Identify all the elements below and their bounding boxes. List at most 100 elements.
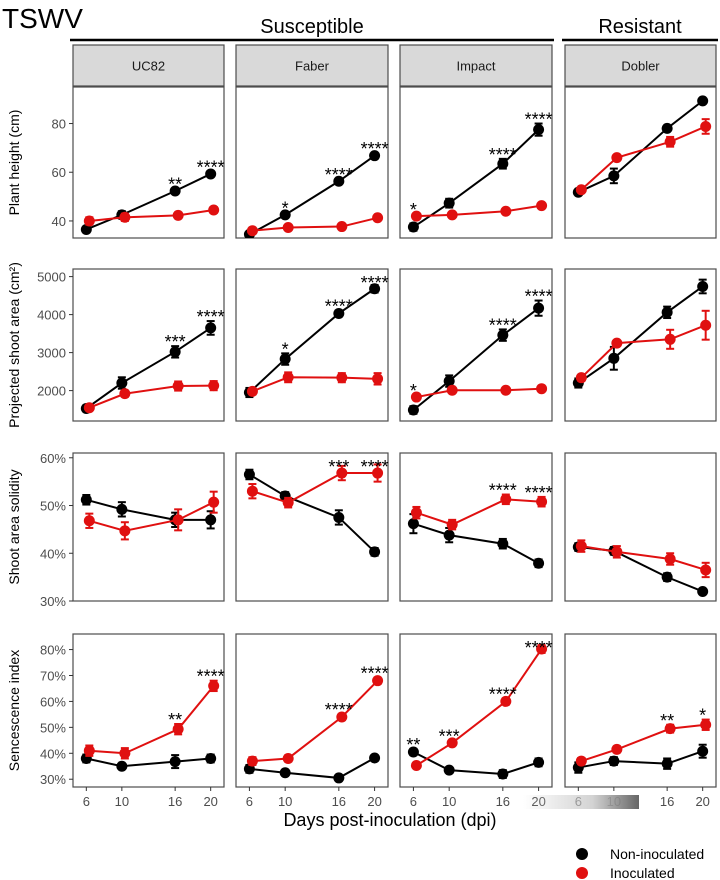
data-point bbox=[83, 402, 95, 414]
data-point bbox=[80, 223, 92, 235]
panel bbox=[564, 268, 717, 422]
panel-border bbox=[72, 452, 225, 602]
data-point bbox=[282, 752, 294, 764]
data-point bbox=[700, 120, 712, 132]
data-point bbox=[282, 222, 294, 234]
panel-border bbox=[72, 86, 225, 239]
series-line-non-inoculated bbox=[578, 750, 704, 769]
data-point bbox=[497, 158, 509, 170]
data-point bbox=[497, 329, 509, 341]
data-point bbox=[410, 759, 422, 771]
series-line-non-inoculated bbox=[248, 287, 376, 394]
data-point bbox=[533, 756, 545, 768]
panel: ********* bbox=[235, 86, 389, 239]
data-point bbox=[336, 467, 348, 479]
panel: ** * bbox=[564, 633, 717, 788]
series-line-inoculated bbox=[416, 498, 542, 526]
y-tick-label: 80 bbox=[52, 117, 66, 132]
significance-label: * bbox=[282, 339, 289, 359]
data-point bbox=[372, 212, 384, 224]
data-point bbox=[500, 384, 512, 396]
data-point bbox=[611, 152, 623, 164]
data-point bbox=[205, 514, 217, 526]
x-tick-label: 6 bbox=[246, 794, 253, 809]
panel bbox=[564, 86, 717, 239]
panel-plot-area bbox=[243, 675, 384, 784]
data-point bbox=[611, 743, 623, 755]
y-tick-label: 40% bbox=[40, 746, 66, 761]
panel-border bbox=[564, 86, 717, 239]
x-tick-label: 16 bbox=[660, 794, 674, 809]
panel-plot-area bbox=[80, 490, 220, 541]
y-axis-label: Plant height (cm) bbox=[6, 110, 22, 216]
panel: ******* bbox=[72, 268, 225, 422]
panel-border bbox=[235, 633, 389, 788]
y-tick-label: 60% bbox=[40, 451, 66, 466]
significance-label: **** bbox=[489, 315, 517, 335]
y-tick-label: 70% bbox=[40, 668, 66, 683]
x-tick-label: 16 bbox=[496, 794, 510, 809]
y-tick-label: 5000 bbox=[37, 270, 66, 285]
panel-plot-area bbox=[80, 168, 220, 235]
y-tick-label: 40% bbox=[40, 546, 66, 561]
significance-label: ** bbox=[168, 175, 182, 195]
series-line-inoculated bbox=[89, 501, 215, 532]
panel-border bbox=[235, 268, 389, 422]
data-point bbox=[500, 205, 512, 217]
data-point bbox=[533, 124, 545, 136]
y-tick-label: 80% bbox=[40, 643, 66, 658]
data-point bbox=[282, 497, 294, 509]
facet-strips: UC82 Faber Impact Dobler bbox=[72, 44, 717, 87]
data-point bbox=[243, 468, 255, 480]
data-point bbox=[664, 553, 676, 565]
panel: **** **** bbox=[235, 633, 389, 788]
significance-label: **** bbox=[361, 664, 389, 684]
panel-plot-area bbox=[407, 493, 548, 569]
series-line-inoculated bbox=[252, 472, 378, 504]
data-point bbox=[661, 571, 673, 583]
data-point bbox=[208, 680, 220, 692]
y-tick-label: 30% bbox=[40, 772, 66, 787]
series-line-inoculated bbox=[580, 324, 707, 379]
significance-label: **** bbox=[325, 700, 353, 720]
panel-plot-area bbox=[243, 463, 384, 558]
significance-label: **** bbox=[489, 145, 517, 165]
panel-plot-area bbox=[243, 150, 384, 238]
x-axis-label: Days post-inoculation (dpi) bbox=[283, 810, 496, 830]
panel-plot-area bbox=[407, 299, 548, 416]
data-point bbox=[116, 503, 128, 515]
y-tick-label: 40 bbox=[52, 214, 66, 229]
data-point bbox=[119, 747, 131, 759]
significance-label: ** bbox=[406, 735, 420, 755]
data-point bbox=[575, 755, 587, 767]
data-point bbox=[169, 185, 181, 197]
data-point bbox=[500, 695, 512, 707]
data-point bbox=[443, 375, 455, 387]
y-tick-label: 2000 bbox=[37, 384, 66, 399]
facet-strip bbox=[564, 44, 717, 87]
data-point bbox=[700, 719, 712, 731]
data-point bbox=[205, 322, 217, 334]
series-line-inoculated bbox=[415, 648, 543, 767]
series-line-inoculated bbox=[581, 723, 706, 763]
panel-plot-area bbox=[572, 95, 712, 198]
panel-border bbox=[235, 452, 389, 602]
facet-strip-label: Dobler bbox=[621, 59, 660, 74]
data-point bbox=[500, 493, 512, 505]
data-point bbox=[369, 546, 381, 558]
facet-strip bbox=[72, 44, 225, 87]
panel: ********* bbox=[399, 268, 553, 422]
series-line-non-inoculated bbox=[577, 285, 704, 384]
data-point bbox=[664, 136, 676, 148]
significance-label: **** bbox=[489, 684, 517, 704]
data-point bbox=[172, 209, 184, 221]
data-point bbox=[208, 204, 220, 216]
series-line-inoculated bbox=[88, 384, 214, 409]
series-line-non-inoculated bbox=[248, 154, 376, 236]
data-point bbox=[536, 496, 548, 508]
image-artifact bbox=[523, 795, 639, 809]
y-axis-label: Sencescence index bbox=[6, 650, 22, 771]
series-line-inoculated bbox=[580, 125, 707, 191]
significance-label: **** bbox=[525, 287, 553, 307]
data-point bbox=[410, 391, 422, 403]
